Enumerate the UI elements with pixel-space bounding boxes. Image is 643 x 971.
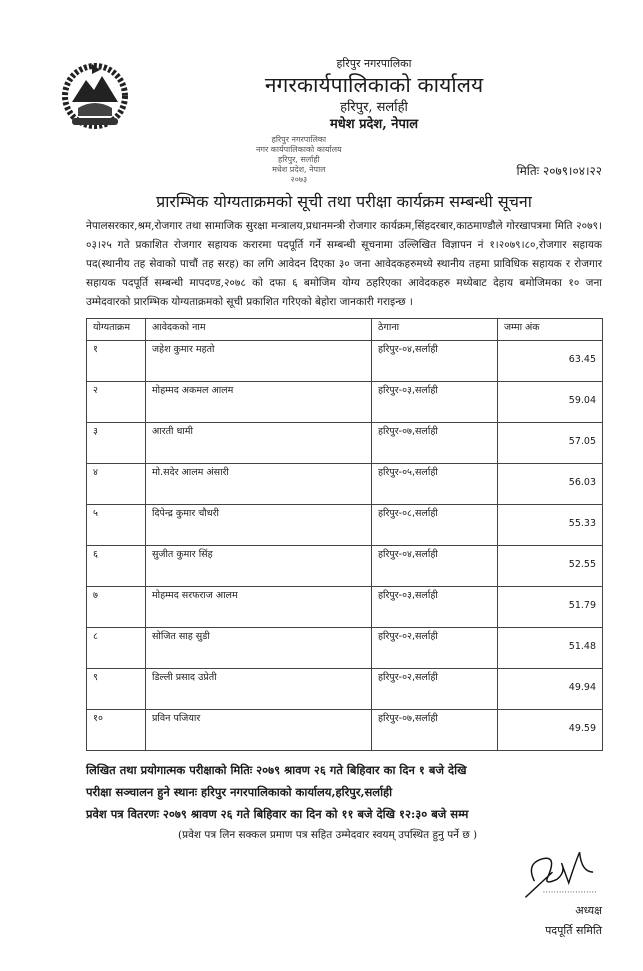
table-row: १० प्रविन पजियार हरिपुर-०७,सर्लाही 49.59: [86, 709, 603, 751]
merit-list-table: योग्यताक्रम आवेदकको नाम ठेगाना जम्मा अंक…: [86, 318, 603, 751]
address-cell: हरिपुर-०७,सर्लाही: [371, 422, 498, 464]
header-rank: योग्यताक्रम: [86, 318, 146, 341]
rank-cell: २: [86, 381, 146, 423]
header-score: जम्मा अंक: [497, 318, 603, 341]
government-emblem-icon: [62, 63, 128, 129]
admit-card-distribution: प्रवेश पत्र वितरणः २०७९ श्रावण २६ गते बि…: [86, 807, 469, 821]
address-cell: हरिपुर-०५,सर्लाही: [371, 463, 498, 505]
name-cell: जहेश कुमार महतो: [145, 340, 372, 382]
name-cell: सोजित साह सुडी: [145, 627, 372, 669]
score-cell: 49.94: [497, 668, 603, 710]
address-cell: हरिपुर-०३,सर्लाही: [371, 381, 498, 423]
admit-card-note: (प्रवेश पत्र लिन सक्कल प्रमाण पत्र सहित …: [178, 829, 478, 841]
score-cell: 51.48: [497, 627, 603, 669]
rank-cell: ६: [86, 545, 146, 587]
rank-cell: १०: [86, 709, 146, 751]
office-stamp: हरिपुर नगरपालिका नगर कार्यपालिकाको कार्य…: [256, 135, 342, 185]
address-cell: हरिपुर-०४,सर्लाही: [371, 340, 498, 382]
name-cell: दिपेन्द्र कुमार चौधरी: [145, 504, 372, 546]
score-cell: 57.05: [497, 422, 603, 464]
stamp-line: हरिपुर, सर्लाही: [277, 155, 320, 164]
score-cell: 49.59: [497, 709, 603, 751]
rank-cell: ९: [86, 668, 146, 710]
score-cell: 63.45: [497, 340, 603, 382]
signature-block: अध्यक्ष पदपूर्ति समिति: [86, 845, 602, 941]
score-cell: 55.33: [497, 504, 603, 546]
table-row: ४ मो.सदेर आलम अंसारी हरिपुर-०५,सर्लाही 56.0…: [86, 463, 603, 505]
exam-venue: परीक्षा सञ्चालन हुने स्थानः हरिपुर नगरपा…: [86, 785, 393, 799]
name-cell: मोहम्मद सरफराज आलम: [145, 586, 372, 628]
rank-cell: ४: [86, 463, 146, 505]
address-cell: हरिपुर-०२,सर्लाही: [371, 627, 498, 669]
address-cell: हरिपुर-०२,सर्लाही: [371, 668, 498, 710]
municipality-name: हरिपुर नगरपालिका: [336, 57, 412, 70]
header-name: आवेदकको नाम: [145, 318, 372, 341]
table-row: २ मोहम्मद अकमल आलम हरिपुर-०३,सर्लाही 59.04: [86, 381, 603, 423]
stamp-line: २०७३: [290, 175, 308, 184]
address-cell: हरिपुर-०३,सर्लाही: [371, 586, 498, 628]
stamp-line: नगर कार्यपालिकाको कार्यालय: [256, 145, 342, 154]
table-row: ७ मोहम्मद सरफराज आलम हरिपुर-०३,सर्लाही 51.7…: [86, 586, 603, 628]
table-row: ५ दिपेन्द्र कुमार चौधरी हरिपुर-०८,सर्लाही 5…: [86, 504, 603, 546]
name-cell: आरती धामी: [145, 422, 372, 464]
name-cell: प्रविन पजियार: [145, 709, 372, 751]
table-header-row: योग्यताक्रम आवेदकको नाम ठेगाना जम्मा अंक: [86, 318, 603, 341]
exam-date: लिखित तथा प्रयोगात्मक परीक्षाको मितिः २०…: [86, 763, 467, 777]
address-cell: हरिपुर-०४,सर्लाही: [371, 545, 498, 587]
table-row: ३ आरती धामी हरिपुर-०७,सर्लाही 57.05: [86, 422, 603, 464]
rank-cell: ३: [86, 422, 146, 464]
stamp-line: मधेश प्रदेश, नेपाल: [272, 165, 326, 174]
notice-title: प्रारम्भिक योग्यताक्रमको सूची तथा परीक्ष…: [156, 192, 532, 211]
notice-body: नेपालसरकार,श्रम,रोजगार तथा सामाजिक सुरक्…: [86, 220, 602, 308]
table-row: ६ सुजीत कुमार सिंह हरिपुर-०४,सर्लाही 52.55: [86, 545, 603, 587]
score-cell: 56.03: [497, 463, 603, 505]
score-cell: 52.55: [497, 545, 603, 587]
office-province: मधेश प्रदेश, नेपाल: [329, 117, 419, 132]
table-row: ९ डिल्ली प्रसाद उप्रेती हरिपुर-०२,सर्लाही 4…: [86, 668, 603, 710]
name-cell: मो.सदेर आलम अंसारी: [145, 463, 372, 505]
signature-icon: [524, 851, 596, 898]
name-cell: डिल्ली प्रसाद उप्रेती: [145, 668, 372, 710]
office-location: हरिपुर, सर्लाही: [340, 100, 408, 115]
signatory-title: अध्यक्ष: [575, 904, 602, 917]
address-cell: हरिपुर-०८,सर्लाही: [371, 504, 498, 546]
stamp-line: हरिपुर नगरपालिका: [271, 135, 327, 144]
rank-cell: ८: [86, 627, 146, 669]
score-cell: 51.79: [497, 586, 603, 628]
score-cell: 59.04: [497, 381, 603, 423]
stamp-date-row: हरिपुर नगरपालिका नगर कार्यपालिकाको कार्य…: [86, 135, 602, 185]
name-cell: मोहम्मद अकमल आलम: [145, 381, 372, 423]
name-cell: सुजीत कुमार सिंह: [145, 545, 372, 587]
rank-cell: ५: [86, 504, 146, 546]
table-row: १ जहेश कुमार महतो हरिपुर-०४,सर्लाही 63.45: [86, 340, 603, 382]
committee-name: पदपूर्ति समिति: [545, 924, 602, 937]
rank-cell: १: [86, 340, 146, 382]
header-address: ठेगाना: [371, 318, 498, 341]
address-cell: हरिपुर-०७,सर्लाही: [371, 709, 498, 751]
notice-date: मितिः २०७९।०४।२२: [516, 164, 603, 178]
table-row: ८ सोजित साह सुडी हरिपुर-०२,सर्लाही 51.48: [86, 627, 603, 669]
rank-cell: ७: [86, 586, 146, 628]
office-name: नगरकार्यपालिकाको कार्यालय: [264, 73, 484, 97]
